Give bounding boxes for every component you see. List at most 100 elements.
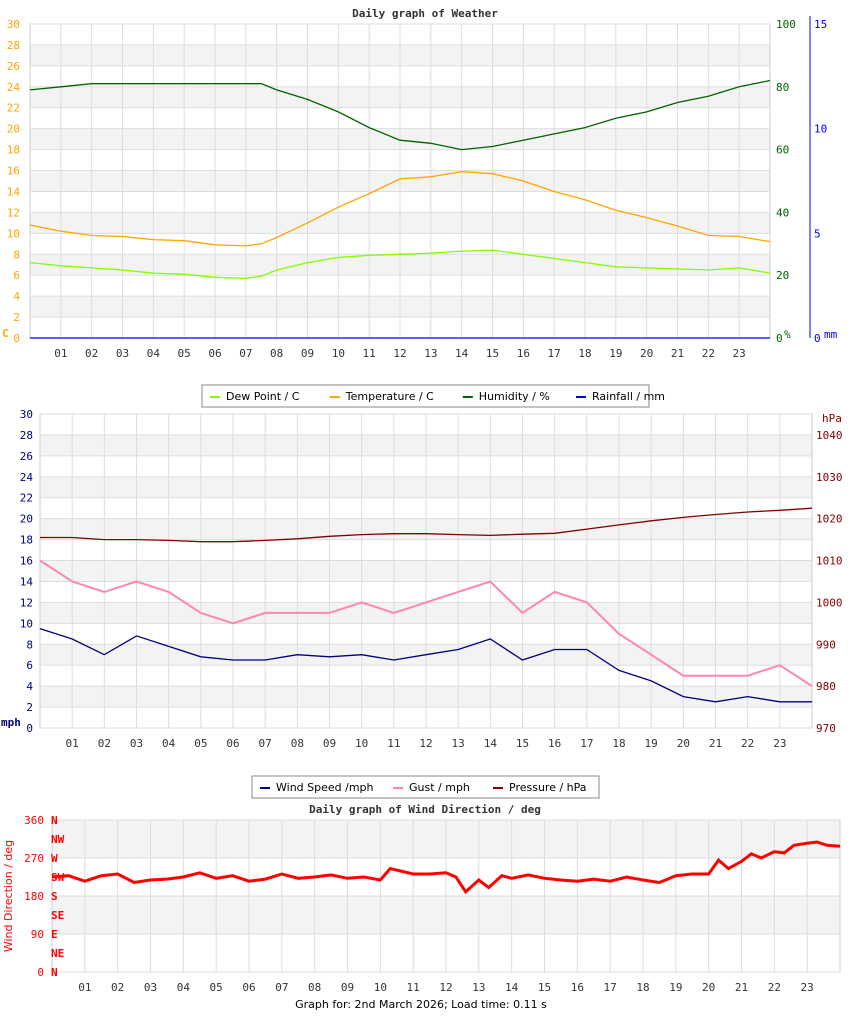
x-tick-label: 20: [677, 737, 690, 750]
x-tick-label: 13: [424, 347, 437, 360]
left-tick-label: 6: [26, 659, 33, 672]
y-tick-label: 180: [24, 890, 44, 903]
x-tick-label: 05: [194, 737, 207, 750]
left-tick-label: 4: [13, 290, 20, 303]
x-tick-label: 18: [636, 981, 649, 994]
left-axis-unit: C: [2, 327, 9, 340]
x-tick-label: 16: [517, 347, 530, 360]
right-tick-label: 1040: [816, 429, 843, 442]
left-tick-label: 8: [13, 248, 20, 261]
x-tick-label: 04: [177, 981, 191, 994]
legend-label: Temperature / C: [345, 390, 434, 403]
x-tick-label: 21: [709, 737, 722, 750]
x-tick-label: 01: [54, 347, 67, 360]
left-tick-label: 14: [20, 575, 34, 588]
x-tick-label: 16: [548, 737, 561, 750]
x-tick-label: 12: [393, 347, 406, 360]
right-tick-label: 1030: [816, 471, 843, 484]
series-line: [39, 559, 813, 687]
rain-tick-label: 10: [814, 123, 827, 136]
x-tick-label: 23: [773, 737, 786, 750]
compass-label: W: [51, 852, 58, 865]
compass-label: N: [51, 814, 58, 827]
right-tick-label: 20: [776, 269, 789, 282]
left-tick-label: 30: [7, 18, 20, 31]
legend-label: Wind Speed /mph: [276, 781, 374, 794]
left-tick-label: 24: [7, 81, 21, 94]
x-tick-label: 10: [374, 981, 387, 994]
right-tick-label: 990: [816, 638, 836, 651]
compass-label: E: [51, 928, 58, 941]
right-tick-label: 980: [816, 680, 836, 693]
x-tick-label: 09: [341, 981, 354, 994]
series-line: [29, 249, 771, 279]
x-tick-label: 21: [735, 981, 748, 994]
compass-label: N: [51, 966, 58, 979]
y-tick-label: 360: [24, 814, 44, 827]
compass-label: NE: [51, 947, 64, 960]
legend-label: Gust / mph: [409, 781, 470, 794]
right-tick-label: 100: [776, 18, 796, 31]
left-tick-label: 22: [20, 492, 33, 505]
x-tick-label: 02: [98, 737, 111, 750]
rain-tick-label: 5: [814, 227, 821, 240]
wind-direction-chart: Daily graph of Wind Direction / deg 01 02 0…: [2, 803, 841, 994]
x-tick-label: 22: [702, 347, 715, 360]
y-tick-label: 270: [24, 852, 44, 865]
left-tick-label: 0: [13, 332, 20, 345]
series-line: [40, 507, 813, 543]
left-tick-label: 16: [7, 165, 20, 178]
x-tick-label: 13: [452, 737, 465, 750]
x-tick-label: 10: [355, 737, 368, 750]
left-tick-label: 12: [20, 596, 33, 609]
chart-title: Daily graph of Wind Direction / deg: [309, 803, 541, 816]
series-line: [39, 627, 812, 703]
x-tick-label: 20: [640, 347, 653, 360]
x-tick-label: 14: [455, 347, 469, 360]
right-tick-label: 40: [776, 206, 789, 219]
legend-label: Humidity / %: [479, 390, 550, 403]
x-tick-label: 04: [147, 347, 161, 360]
x-tick-label: 06: [208, 347, 221, 360]
left-tick-label: 26: [7, 60, 20, 73]
x-tick-label: 07: [239, 347, 252, 360]
x-tick-label: 17: [548, 347, 561, 360]
right-tick-label: 1000: [816, 596, 843, 609]
left-tick-label: 22: [7, 102, 20, 115]
left-tick-label: 10: [20, 617, 33, 630]
legend-swatch: [329, 396, 340, 398]
x-tick-label: 01: [78, 981, 91, 994]
x-tick-label: 18: [612, 737, 625, 750]
right-axis-unit: hPa: [822, 412, 842, 425]
left-tick-label: 20: [20, 513, 33, 526]
x-tick-label: 14: [484, 737, 498, 750]
left-tick-label: 16: [20, 555, 33, 568]
legend-label: Rainfall / mm: [592, 390, 665, 403]
x-tick-label: 20: [702, 981, 715, 994]
x-tick-label: 15: [516, 737, 529, 750]
left-tick-label: 2: [26, 701, 33, 714]
y-tick-label: 90: [31, 928, 44, 941]
chart-title: Daily graph of Weather: [352, 7, 498, 20]
direction-trace: [51, 840, 841, 895]
x-tick-label: 17: [580, 737, 593, 750]
left-axis-unit: mph: [1, 716, 21, 729]
x-tick-label: 02: [111, 981, 124, 994]
x-tick-label: 16: [571, 981, 584, 994]
rain-tick-label: 15: [814, 18, 827, 31]
legend-swatch: [493, 787, 503, 789]
footer-text: Graph for: 2nd March 2026; Load time: 0.…: [295, 998, 547, 1011]
x-tick-label: 04: [162, 737, 176, 750]
left-tick-label: 2: [13, 311, 20, 324]
x-tick-label: 06: [226, 737, 239, 750]
x-tick-label: 06: [242, 981, 255, 994]
left-tick-label: 18: [7, 144, 20, 157]
legend-label: Pressure / hPa: [509, 781, 587, 794]
x-tick-label: 22: [768, 981, 781, 994]
compass-label: SE: [51, 909, 64, 922]
right-tick-label: 1020: [816, 513, 843, 526]
x-tick-label: 10: [332, 347, 345, 360]
legend-box: [201, 384, 650, 408]
